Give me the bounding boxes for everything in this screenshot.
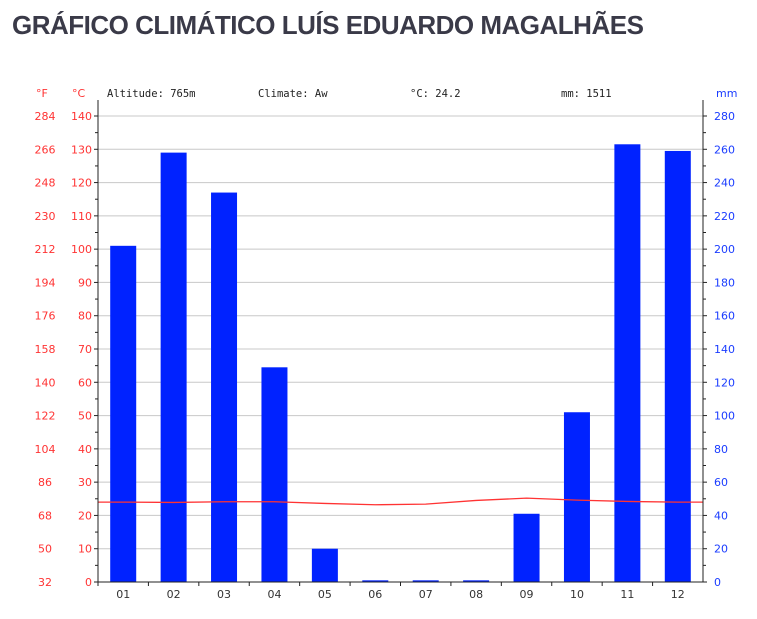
precip-bar-01	[110, 245, 137, 583]
c-tick-label: 110	[71, 210, 92, 223]
precip-info: mm: 1511	[561, 88, 612, 100]
f-tick-label: 140	[35, 376, 56, 389]
precip-bar-05	[311, 548, 338, 582]
f-tick-label: 194	[35, 276, 56, 289]
x-tick-label: 03	[217, 588, 231, 601]
mm-tick-label: 200	[714, 243, 735, 256]
c-axis-label: °C	[72, 87, 86, 100]
x-tick-label: 01	[116, 588, 130, 601]
precip-bar-12	[664, 150, 691, 582]
f-axis-label: °F	[36, 87, 48, 100]
mm-tick-label: 60	[714, 476, 728, 489]
mm-tick-label: 20	[714, 543, 728, 556]
c-tick-label: 70	[78, 343, 92, 356]
mm-tick-label: 80	[714, 443, 728, 456]
mm-tick-label: 40	[714, 509, 728, 522]
x-tick-label: 08	[469, 588, 483, 601]
c-tick-label: 140	[71, 110, 92, 123]
c-tick-label: 30	[78, 476, 92, 489]
mm-axis-label: mm	[716, 87, 737, 100]
mm-tick-label: 160	[714, 310, 735, 323]
precip-bar-04	[261, 367, 288, 582]
f-tick-label: 176	[35, 310, 56, 323]
precip-bar-06	[362, 580, 389, 582]
c-tick-label: 100	[71, 243, 92, 256]
precip-bar-09	[513, 513, 540, 582]
x-tick-label: 05	[318, 588, 332, 601]
x-tick-label: 02	[167, 588, 181, 601]
temperature-line	[98, 497, 703, 506]
x-tick-label: 04	[267, 588, 281, 601]
climate-info: Climate: Aw	[258, 88, 328, 100]
c-tick-label: 0	[85, 576, 92, 589]
f-tick-label: 284	[35, 110, 56, 123]
mm-tick-label: 180	[714, 276, 735, 289]
x-tick-label: 09	[520, 588, 534, 601]
c-tick-label: 10	[78, 543, 92, 556]
c-tick-label: 60	[78, 376, 92, 389]
f-tick-label: 104	[35, 443, 56, 456]
temp-info: °C: 24.2	[410, 88, 461, 100]
mm-tick-label: 260	[714, 143, 735, 156]
chart-title: GRÁFICO CLIMÁTICO LUÍS EDUARDO MAGALHÃES	[12, 10, 644, 40]
x-tick-label: 07	[419, 588, 433, 601]
x-tick-label: 11	[620, 588, 634, 601]
f-tick-label: 86	[38, 476, 52, 489]
altitude-info: Altitude: 765m	[107, 88, 196, 100]
c-tick-label: 20	[78, 509, 92, 522]
f-tick-label: 248	[35, 177, 56, 190]
f-tick-label: 158	[35, 343, 56, 356]
mm-tick-label: 120	[714, 376, 735, 389]
precip-bar-03	[211, 192, 238, 583]
mm-tick-label: 100	[714, 410, 735, 423]
c-tick-label: 120	[71, 177, 92, 190]
c-tick-label: 50	[78, 410, 92, 423]
f-tick-label: 50	[38, 543, 52, 556]
mm-tick-label: 280	[714, 110, 735, 123]
precip-bar-07	[412, 580, 439, 582]
f-tick-label: 212	[35, 243, 56, 256]
precip-bar-02	[160, 152, 187, 582]
f-tick-label: 32	[38, 576, 52, 589]
c-tick-label: 80	[78, 310, 92, 323]
f-tick-label: 266	[35, 143, 56, 156]
f-tick-label: 230	[35, 210, 56, 223]
c-tick-label: 40	[78, 443, 92, 456]
mm-tick-label: 0	[714, 576, 721, 589]
x-tick-label: 10	[570, 588, 584, 601]
c-tick-label: 90	[78, 276, 92, 289]
precip-bar-08	[463, 580, 490, 582]
x-tick-label: 06	[368, 588, 382, 601]
mm-tick-label: 140	[714, 343, 735, 356]
precip-bar-11	[614, 144, 641, 583]
c-tick-label: 130	[71, 143, 92, 156]
x-tick-label: 12	[671, 588, 685, 601]
f-tick-label: 122	[35, 410, 56, 423]
precip-bar-10	[563, 412, 590, 582]
mm-tick-label: 220	[714, 210, 735, 223]
f-tick-label: 68	[38, 509, 52, 522]
mm-tick-label: 240	[714, 177, 735, 190]
